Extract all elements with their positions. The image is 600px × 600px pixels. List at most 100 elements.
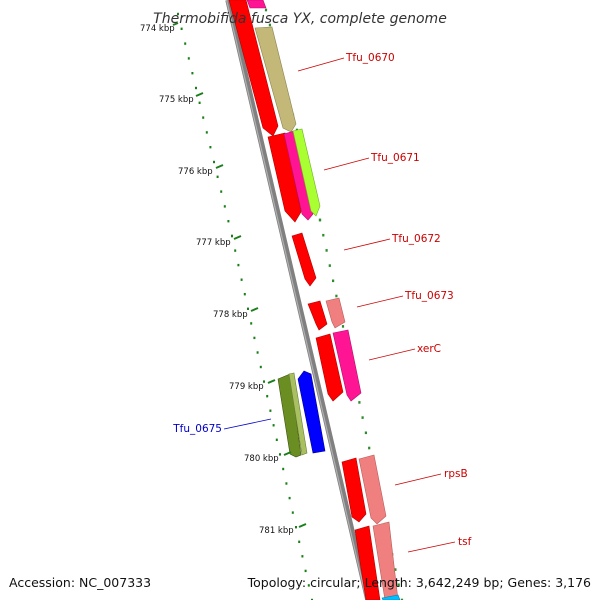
gene-arrow[interactable] bbox=[381, 594, 401, 600]
ruler-dot bbox=[191, 72, 194, 75]
ruler-dot bbox=[247, 307, 249, 310]
ruler-dot bbox=[264, 8, 268, 12]
ruler-dot bbox=[209, 146, 212, 149]
ruler-dot bbox=[237, 263, 240, 267]
ruler-dot bbox=[322, 233, 325, 237]
ruler-dot bbox=[285, 482, 288, 485]
ruler-dot bbox=[291, 511, 294, 514]
ruler-dot bbox=[223, 205, 226, 208]
ruler-dot bbox=[243, 293, 246, 296]
gene-arrow[interactable] bbox=[325, 297, 346, 329]
ruler-dot bbox=[184, 42, 187, 45]
gene-arrow[interactable] bbox=[254, 26, 297, 133]
ruler-dot bbox=[318, 218, 322, 222]
ruler-dot bbox=[328, 264, 331, 267]
gene-arrow[interactable] bbox=[307, 300, 328, 331]
label-leader bbox=[223, 418, 272, 430]
gene-arrow[interactable] bbox=[228, 0, 279, 137]
map-body: 774 kbp 775 kbp 776 kbp 777 kbp 778 kbp … bbox=[140, 0, 472, 600]
label-leader bbox=[356, 295, 404, 308]
gene-arrow[interactable] bbox=[246, 0, 267, 9]
gene-arrow[interactable] bbox=[297, 370, 326, 454]
tick-label: 775 kbp bbox=[159, 95, 194, 105]
genome-summary-text: Topology: circular; Length: 3,642,249 bp… bbox=[247, 575, 591, 590]
gene-arrow[interactable] bbox=[341, 457, 367, 523]
ruler-dot bbox=[298, 540, 301, 543]
gene-arrow[interactable] bbox=[277, 373, 302, 458]
gene-label-xerc[interactable]: xerC bbox=[417, 343, 441, 355]
gene-arrow[interactable] bbox=[283, 130, 314, 221]
gene-arrow[interactable] bbox=[372, 521, 399, 600]
tick-mark bbox=[172, 22, 179, 26]
ruler-dot bbox=[269, 409, 272, 412]
ruler-dot bbox=[282, 467, 285, 471]
genome-backbone-highlight bbox=[226, 0, 368, 600]
ruler-dot bbox=[213, 160, 215, 164]
tick-mark bbox=[298, 523, 307, 528]
tick-label: 779 kbp bbox=[229, 382, 264, 392]
label-leader bbox=[297, 57, 345, 72]
ruler-dot bbox=[202, 116, 205, 119]
label-leader bbox=[407, 541, 456, 553]
ruler-dot bbox=[397, 583, 400, 587]
tick-mark bbox=[283, 451, 292, 456]
tick-label: 776 kbp bbox=[178, 167, 213, 177]
ruler-dots bbox=[177, 12, 313, 600]
gene-label-tfu-0670[interactable]: Tfu_0670 bbox=[345, 52, 395, 64]
map-title: Thermobifida fusca YX, complete genome bbox=[153, 11, 447, 27]
forward-inner-track bbox=[228, 0, 381, 600]
tick-label: 781 kbp bbox=[259, 526, 294, 536]
ruler-dot bbox=[266, 395, 269, 398]
ruler-dot bbox=[332, 279, 335, 283]
ruler-dot bbox=[253, 336, 256, 340]
gene-label-tfu-0675[interactable]: Tfu_0675 bbox=[172, 423, 222, 435]
ruler-dot bbox=[364, 431, 367, 435]
gene-label-tfu-0671[interactable]: Tfu_0671 bbox=[370, 152, 420, 164]
gene-arrow[interactable] bbox=[354, 525, 381, 600]
ruler-dot bbox=[263, 380, 265, 383]
tick-mark bbox=[250, 307, 259, 312]
ruler-dot bbox=[234, 249, 237, 252]
reverse-track bbox=[277, 370, 326, 458]
label-leaders bbox=[223, 57, 456, 553]
gene-arrow[interactable] bbox=[292, 128, 321, 217]
ruler-dot bbox=[325, 249, 328, 252]
gene-label-tfu-0673[interactable]: Tfu_0673 bbox=[404, 290, 454, 302]
gene-label-tsf[interactable]: tsf bbox=[458, 536, 472, 548]
tick-mark bbox=[233, 235, 242, 240]
ruler-dot bbox=[288, 496, 291, 500]
tick-mark bbox=[195, 92, 204, 97]
ruler-dot bbox=[187, 57, 190, 60]
gene-label-tfu-0672[interactable]: Tfu_0672 bbox=[391, 233, 441, 245]
ruler-dot bbox=[361, 416, 364, 419]
gene-arrow[interactable] bbox=[267, 132, 302, 223]
ruler-ticks bbox=[172, 22, 307, 528]
ruler-dot bbox=[311, 598, 313, 600]
ruler-dot bbox=[180, 27, 183, 30]
tick-label: 778 kbp bbox=[213, 310, 248, 320]
label-leader bbox=[323, 157, 370, 171]
gene-arrow[interactable] bbox=[332, 329, 362, 402]
ruler-dot bbox=[301, 555, 304, 558]
ruler-dot bbox=[227, 220, 230, 223]
ruler-dot bbox=[341, 325, 345, 328]
ruler-dot bbox=[250, 322, 253, 325]
tick-mark bbox=[267, 379, 276, 384]
ruler-dot bbox=[400, 598, 404, 600]
gene-arrow[interactable] bbox=[358, 454, 387, 525]
tick-labels: 774 kbp 775 kbp 776 kbp 777 kbp 778 kbp … bbox=[140, 24, 294, 536]
ruler-dot bbox=[268, 23, 271, 27]
forward-outer-track bbox=[246, 0, 401, 600]
gene-label-rpsb[interactable]: rpsB bbox=[444, 468, 468, 480]
ruler-dot bbox=[275, 438, 278, 441]
ruler-dot bbox=[220, 190, 223, 193]
gene-arrow[interactable] bbox=[291, 232, 317, 287]
gene-arrow[interactable] bbox=[288, 372, 308, 456]
ruler-dot bbox=[195, 86, 197, 90]
gene-labels: Tfu_0670 Tfu_0671 Tfu_0672 Tfu_0673 xerC… bbox=[172, 52, 471, 548]
ruler-dot bbox=[335, 294, 338, 298]
ruler-dot bbox=[231, 234, 233, 238]
ruler-dot bbox=[240, 278, 243, 281]
gene-arrow[interactable] bbox=[315, 333, 344, 402]
ruler-dot bbox=[216, 175, 219, 178]
